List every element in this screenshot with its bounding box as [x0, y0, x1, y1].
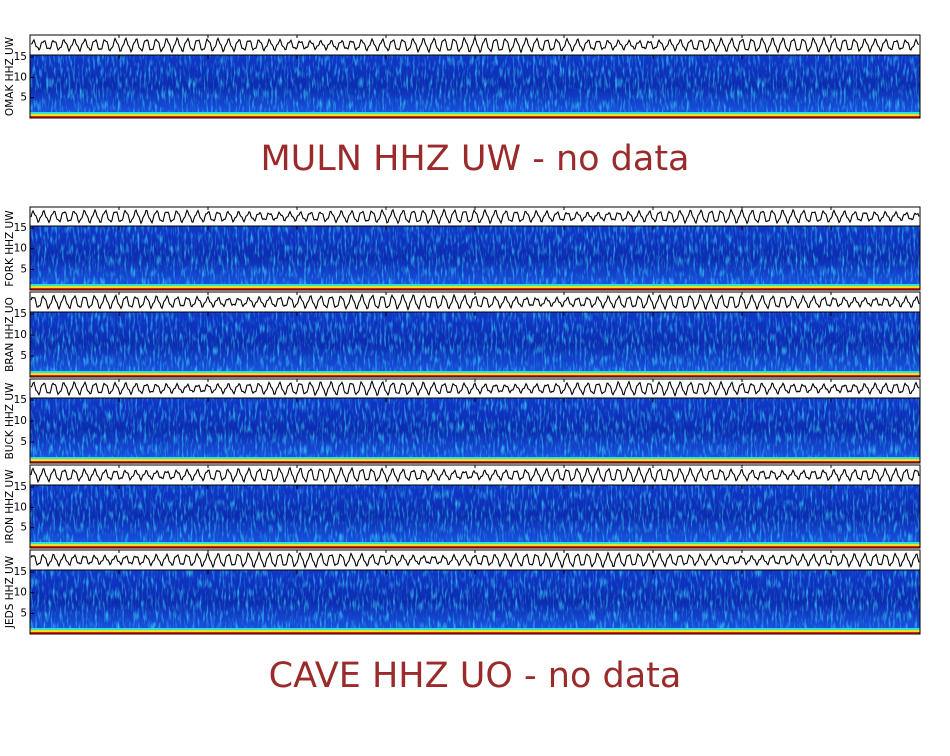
spectrogram-noise	[30, 398, 920, 463]
waveform	[30, 293, 920, 312]
spectrogram-band	[30, 628, 920, 630]
waveform	[30, 550, 920, 569]
spectrogram-band	[30, 457, 920, 459]
spectrogram-band	[30, 373, 920, 375]
spectrogram-noise	[30, 570, 920, 634]
y-tick-label: 15	[14, 566, 27, 578]
spectrogram-band	[30, 542, 920, 544]
y-tick-label: 5	[20, 350, 27, 362]
spectrogram-noise	[30, 55, 920, 118]
spectrogram-band	[30, 375, 920, 377]
spectrogram-band	[30, 371, 920, 373]
waveform	[30, 379, 920, 397]
spectrogram-band	[30, 286, 920, 288]
spectrogram-noise	[30, 312, 920, 377]
y-tick-label: 5	[20, 522, 27, 534]
spectrogram-band	[30, 284, 920, 286]
spectrogram-band	[30, 114, 920, 116]
station-label: JEDS HHZ UW	[4, 555, 16, 629]
no-data-message: CAVE HHZ UO - no data	[269, 656, 682, 696]
y-tick-label: 10	[14, 329, 27, 341]
spectrogram-band	[30, 116, 920, 118]
station-label: OMAK HHZ UW	[4, 36, 16, 116]
station-label: BUCK HHZ UW	[4, 382, 16, 459]
waveform	[30, 466, 920, 484]
y-tick-label: 15	[14, 222, 27, 234]
y-tick-label: 5	[20, 263, 27, 275]
y-tick-label: 10	[14, 243, 27, 255]
y-tick-label: 15	[14, 308, 27, 320]
y-tick-label: 10	[14, 71, 27, 83]
spectrogram-band	[30, 461, 920, 463]
spectrogram-band	[30, 288, 920, 290]
spectrogram-noise	[30, 485, 920, 548]
y-tick-label: 10	[14, 415, 27, 427]
spectrogram-band	[30, 632, 920, 634]
no-data-message: MULN HHZ UW - no data	[260, 139, 689, 179]
spectrogram-band	[30, 112, 920, 114]
spectrogram-band	[30, 630, 920, 632]
station-label: IRON HHZ UW	[4, 469, 16, 544]
y-tick-label: 10	[14, 501, 27, 513]
spectrogram-noise	[30, 226, 920, 290]
y-tick-label: 15	[14, 481, 27, 493]
y-tick-label: 15	[14, 51, 27, 63]
spectrogram-band	[30, 544, 920, 546]
y-tick-label: 5	[20, 607, 27, 619]
y-tick-label: 10	[14, 587, 27, 599]
y-tick-label: 5	[20, 92, 27, 104]
station-label: FORK HHZ UW	[4, 210, 16, 287]
waveform	[30, 208, 920, 225]
spectrogram-band	[30, 546, 920, 548]
station-label: BRAN HHZ UO	[4, 297, 16, 372]
y-tick-label: 5	[20, 436, 27, 448]
spectrogram-band	[30, 459, 920, 461]
y-tick-label: 15	[14, 394, 27, 406]
